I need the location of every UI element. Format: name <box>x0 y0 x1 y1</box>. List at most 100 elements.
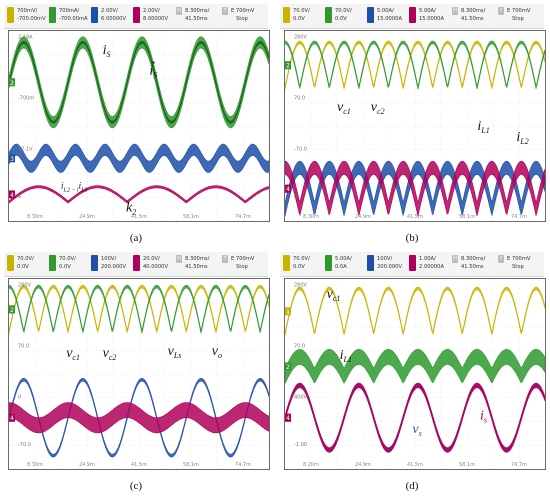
channel-scale: 2.00V/ <box>101 8 118 14</box>
channel-2-chip[interactable] <box>325 7 332 23</box>
timebase-icon[interactable]: H <box>452 255 458 263</box>
scope-header: 70.0V/0.0V 70.0V/0.0V 100V/200.000V 20.0V/4… <box>4 252 268 277</box>
time-tick-label: 74.7m <box>235 462 251 468</box>
channel-1-chip[interactable] <box>283 255 290 271</box>
timebase-delay: 41.50ms <box>461 16 484 22</box>
svg-text:2: 2 <box>286 63 290 70</box>
channel-offset: 6.00000V <box>101 16 127 22</box>
scope-header: 70.0V/0.0V 70.0V/0.0V 5.00A/15.0000A 5.00A/… <box>280 4 544 29</box>
panel-caption: (d) <box>405 480 419 492</box>
channel-level-marker[interactable]: 3 <box>9 154 15 163</box>
side-scale-label: -70.0 <box>18 442 31 448</box>
channel-4-chip[interactable] <box>409 255 416 271</box>
channel-scale: 20.0V/ <box>143 256 160 262</box>
channel-2-chip[interactable] <box>49 7 56 23</box>
channel-scale: 700mV/ <box>17 8 38 14</box>
channel-1-chip[interactable] <box>7 7 14 23</box>
time-tick-label: 41.5m <box>131 214 147 220</box>
trace-vc1 <box>285 286 545 336</box>
channel-level-marker[interactable]: 4 <box>9 190 15 199</box>
channel-4-chip[interactable] <box>133 255 140 271</box>
channel-2-chip[interactable] <box>49 255 56 271</box>
svg-text:4: 4 <box>286 186 290 193</box>
channel-3-chip[interactable] <box>367 255 374 271</box>
timebase-delay: 41.50ms <box>185 16 208 22</box>
channel-offset: 2.00000A <box>419 264 445 270</box>
channel-4-chip[interactable] <box>409 7 416 23</box>
timebase-scale: 8.300ms/ <box>461 256 486 262</box>
trace-annotation: k2 <box>126 201 136 217</box>
trigger-level: E 700mV <box>507 256 531 262</box>
svg-text:2: 2 <box>10 80 14 87</box>
channel-3-chip[interactable] <box>367 7 374 23</box>
channel-3-chip[interactable] <box>91 7 98 23</box>
scope-panel-b: 70.0V/0.0V 70.0V/0.0V 5.00A/15.0000A 5.00A/… <box>280 4 546 248</box>
channel-level-marker[interactable]: 4 <box>285 184 291 194</box>
svg-text:2: 2 <box>286 364 290 371</box>
time-tick-label: 74.7m <box>235 214 251 220</box>
time-tick-label: 41.5m <box>407 462 423 468</box>
trace-annotation: vc1 <box>66 346 80 362</box>
side-scale-label: 280V <box>294 283 308 289</box>
time-tick-label: 8.30m <box>303 214 319 220</box>
trigger-icon[interactable]: T <box>498 255 504 263</box>
channel-offset: 0.0V <box>293 16 305 22</box>
channel-offset: 200.000V <box>101 264 127 270</box>
channel-level-marker[interactable]: 4 <box>9 413 15 423</box>
side-scale-label: 8 <box>18 194 21 200</box>
channel-level-marker[interactable]: 2 <box>285 61 291 70</box>
side-scale-label: 70.0 <box>294 95 305 101</box>
trigger-level: E 700mV <box>231 8 255 14</box>
timebase-icon[interactable]: H <box>176 255 182 263</box>
side-scale-label: -70.0 <box>294 147 307 153</box>
channel-level-marker[interactable]: 2 <box>285 362 291 371</box>
waveform-plot: 12342.19A-700m12.1V88.30m24.9m41.5m58.1m… <box>9 31 269 221</box>
time-tick-label: 74.7m <box>511 214 527 220</box>
timebase-icon[interactable]: H <box>176 7 182 15</box>
trace-k2 <box>9 185 269 204</box>
trigger-icon[interactable]: T <box>222 255 228 263</box>
channel-level-marker[interactable]: 2 <box>9 305 15 314</box>
svg-text:3: 3 <box>10 156 14 163</box>
trigger-icon[interactable]: T <box>222 7 228 15</box>
timebase-delay: 41.50ms <box>461 264 484 270</box>
trace-vc2 <box>9 284 269 334</box>
trace-is <box>285 382 545 453</box>
scope-screen: 1234280V70.0400V-1.008.20m24.9m41.5m58.1… <box>284 278 546 470</box>
channel-offset: 0.0V <box>17 264 29 270</box>
timebase-icon[interactable]: H <box>452 7 458 15</box>
channel-2-chip[interactable] <box>325 255 332 271</box>
trace-annotation: iL1 <box>477 119 489 135</box>
acquisition-status: Stop <box>512 264 524 270</box>
channel-3-chip[interactable] <box>91 255 98 271</box>
channel-scale: 700mA/ <box>59 8 80 14</box>
time-tick-label: 8.20m <box>303 462 319 468</box>
channel-1-chip[interactable] <box>7 255 14 271</box>
trigger-level: E 700mV <box>231 256 255 262</box>
channel-scale: 2.00V/ <box>143 8 160 14</box>
channel-level-marker[interactable]: 1 <box>285 307 291 316</box>
svg-text:4: 4 <box>10 192 14 199</box>
channel-level-marker[interactable]: 2 <box>9 78 15 87</box>
time-tick-label: 58.1m <box>183 462 199 468</box>
trace-vc1 <box>285 40 545 90</box>
acquisition-status: Stop <box>236 16 248 22</box>
panel-caption: (b) <box>405 232 419 244</box>
svg-text:4: 4 <box>286 415 290 422</box>
time-tick-label: 58.1m <box>183 214 199 220</box>
channel-offset: 0.0A <box>335 264 347 270</box>
channel-1-chip[interactable] <box>283 7 290 23</box>
trace-annotation: vc1 <box>327 287 341 303</box>
acquisition-status: Stop <box>512 16 524 22</box>
channel-scale: 70.0V/ <box>293 256 310 262</box>
trigger-icon[interactable]: T <box>498 7 504 15</box>
channel-level-marker[interactable]: 4 <box>285 413 291 423</box>
time-tick-label: 74.7m <box>511 462 527 468</box>
trace-vc2 <box>285 40 545 90</box>
trace-vls <box>9 402 269 434</box>
channel-4-chip[interactable] <box>133 7 140 23</box>
svg-text:4: 4 <box>10 415 14 422</box>
time-tick-label: 58.1m <box>459 214 475 220</box>
side-scale-label: 70.0 <box>18 343 29 349</box>
channel-scale: 70.0V/ <box>293 8 310 14</box>
